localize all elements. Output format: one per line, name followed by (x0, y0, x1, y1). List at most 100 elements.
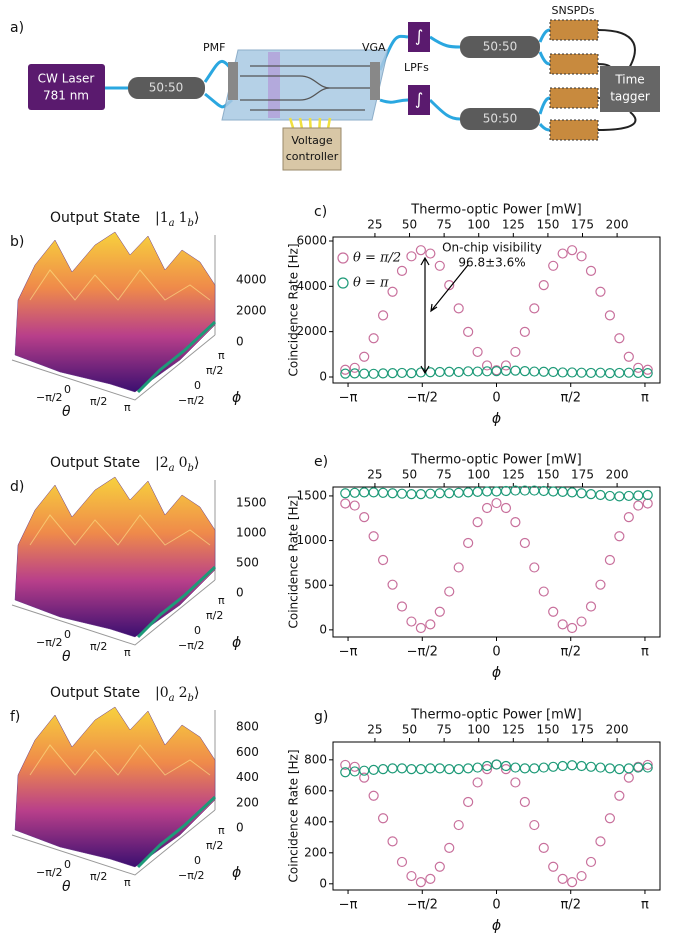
data-point (642, 759, 653, 771)
data-point (377, 554, 389, 566)
x2-tick-label: 175 (571, 468, 594, 482)
x-axis-label: ϕ (492, 411, 501, 427)
data-point (529, 562, 540, 573)
data-point (368, 790, 379, 801)
data-point (415, 622, 426, 634)
data-point (340, 488, 351, 499)
x2-tick-label: 25 (367, 723, 382, 737)
data-point (359, 368, 370, 379)
data-point (585, 367, 597, 379)
data-point (604, 368, 616, 379)
x2-tick-label: 125 (502, 723, 525, 737)
data-point (576, 870, 587, 882)
y-tick-label: 0 (194, 379, 201, 392)
data-point (595, 762, 606, 773)
data-point (519, 796, 530, 808)
data-point (472, 762, 483, 773)
y-tick-label: −π/2 (178, 394, 205, 407)
data-point (548, 861, 559, 872)
plot-frame (332, 486, 661, 638)
data-point (595, 489, 606, 501)
x2-tick-label: 150 (536, 468, 559, 482)
x-tick-label: −π (339, 391, 358, 406)
panel-label: f) (10, 709, 20, 725)
annotation: On-chip visibility (442, 241, 542, 255)
x2-tick-label: 75 (436, 723, 451, 737)
ket-part: ⟩ (194, 455, 199, 471)
data-point (396, 601, 408, 612)
snspds-label: SNSPDs (551, 4, 594, 17)
x-tick-label: 0 (64, 383, 71, 396)
data-point (623, 772, 634, 783)
data-point (585, 601, 597, 612)
laser-label: 781 nm (43, 89, 89, 103)
snspd (549, 87, 599, 109)
data-point (377, 813, 389, 824)
data-point (368, 531, 379, 542)
x-tick-label: π/2 (90, 640, 107, 653)
data-point (538, 586, 549, 597)
data-point (510, 762, 521, 773)
data-point (557, 248, 568, 259)
pmf-label: PMF (203, 41, 225, 54)
data-point (406, 616, 417, 627)
splitter-label: 50:50 (149, 81, 184, 95)
data-point (425, 763, 436, 774)
y-axis-label: Coincidence Rate [Hz] (287, 749, 301, 882)
splitter (460, 36, 540, 58)
tagger-box (600, 66, 660, 112)
z-tick-label: 0 (236, 821, 244, 835)
data-point (614, 531, 625, 542)
data-point (595, 286, 606, 297)
data-point (349, 368, 360, 379)
data-point (368, 487, 379, 498)
annotation-arrow (420, 256, 469, 375)
data-point (604, 554, 616, 566)
data-point (481, 360, 493, 371)
surface-plot (11, 476, 217, 646)
data-point (434, 260, 445, 271)
panel-title: Output State (50, 685, 140, 701)
x2-tick-label: 75 (436, 218, 451, 232)
data-point (576, 760, 587, 772)
surface (14, 231, 216, 393)
data-point (642, 498, 653, 509)
data-point (642, 762, 653, 773)
x-tick-label: π (124, 876, 131, 889)
ket-part: | (155, 210, 160, 226)
data-point (359, 772, 370, 783)
data-point (481, 366, 493, 377)
y-tick-label: 1500 (296, 488, 327, 502)
tagger-label: tagger (610, 90, 650, 104)
state-ket: |1a 1b⟩ (155, 210, 199, 229)
data-point (406, 489, 417, 500)
ket-part: | (155, 455, 160, 471)
splitter (128, 77, 205, 99)
ket-part: | (155, 685, 160, 701)
x2-tick-label: 200 (606, 218, 629, 232)
data-point (434, 606, 445, 617)
ket-part: 0 (179, 455, 188, 471)
x2-tick-label: 150 (536, 723, 559, 737)
data-point (519, 326, 530, 337)
data-point (510, 346, 521, 358)
data-point (425, 488, 436, 499)
data-point (406, 368, 417, 379)
data-point (481, 764, 493, 775)
data-point (368, 368, 379, 379)
data-point (368, 333, 379, 344)
data-point (633, 362, 644, 373)
z-tick-label: 600 (236, 745, 259, 759)
data-point (585, 761, 597, 772)
data-point (491, 759, 502, 770)
ket-part: a (169, 218, 175, 229)
x2-tick-label: 50 (402, 218, 417, 232)
y-tick-label: π/2 (206, 839, 223, 852)
data-point (567, 367, 578, 378)
data-point (444, 764, 455, 775)
state-ket: |2a 0b⟩ (155, 455, 199, 474)
lpf (408, 85, 430, 115)
surface (14, 706, 216, 868)
heater (268, 52, 280, 118)
data-point (425, 619, 436, 630)
